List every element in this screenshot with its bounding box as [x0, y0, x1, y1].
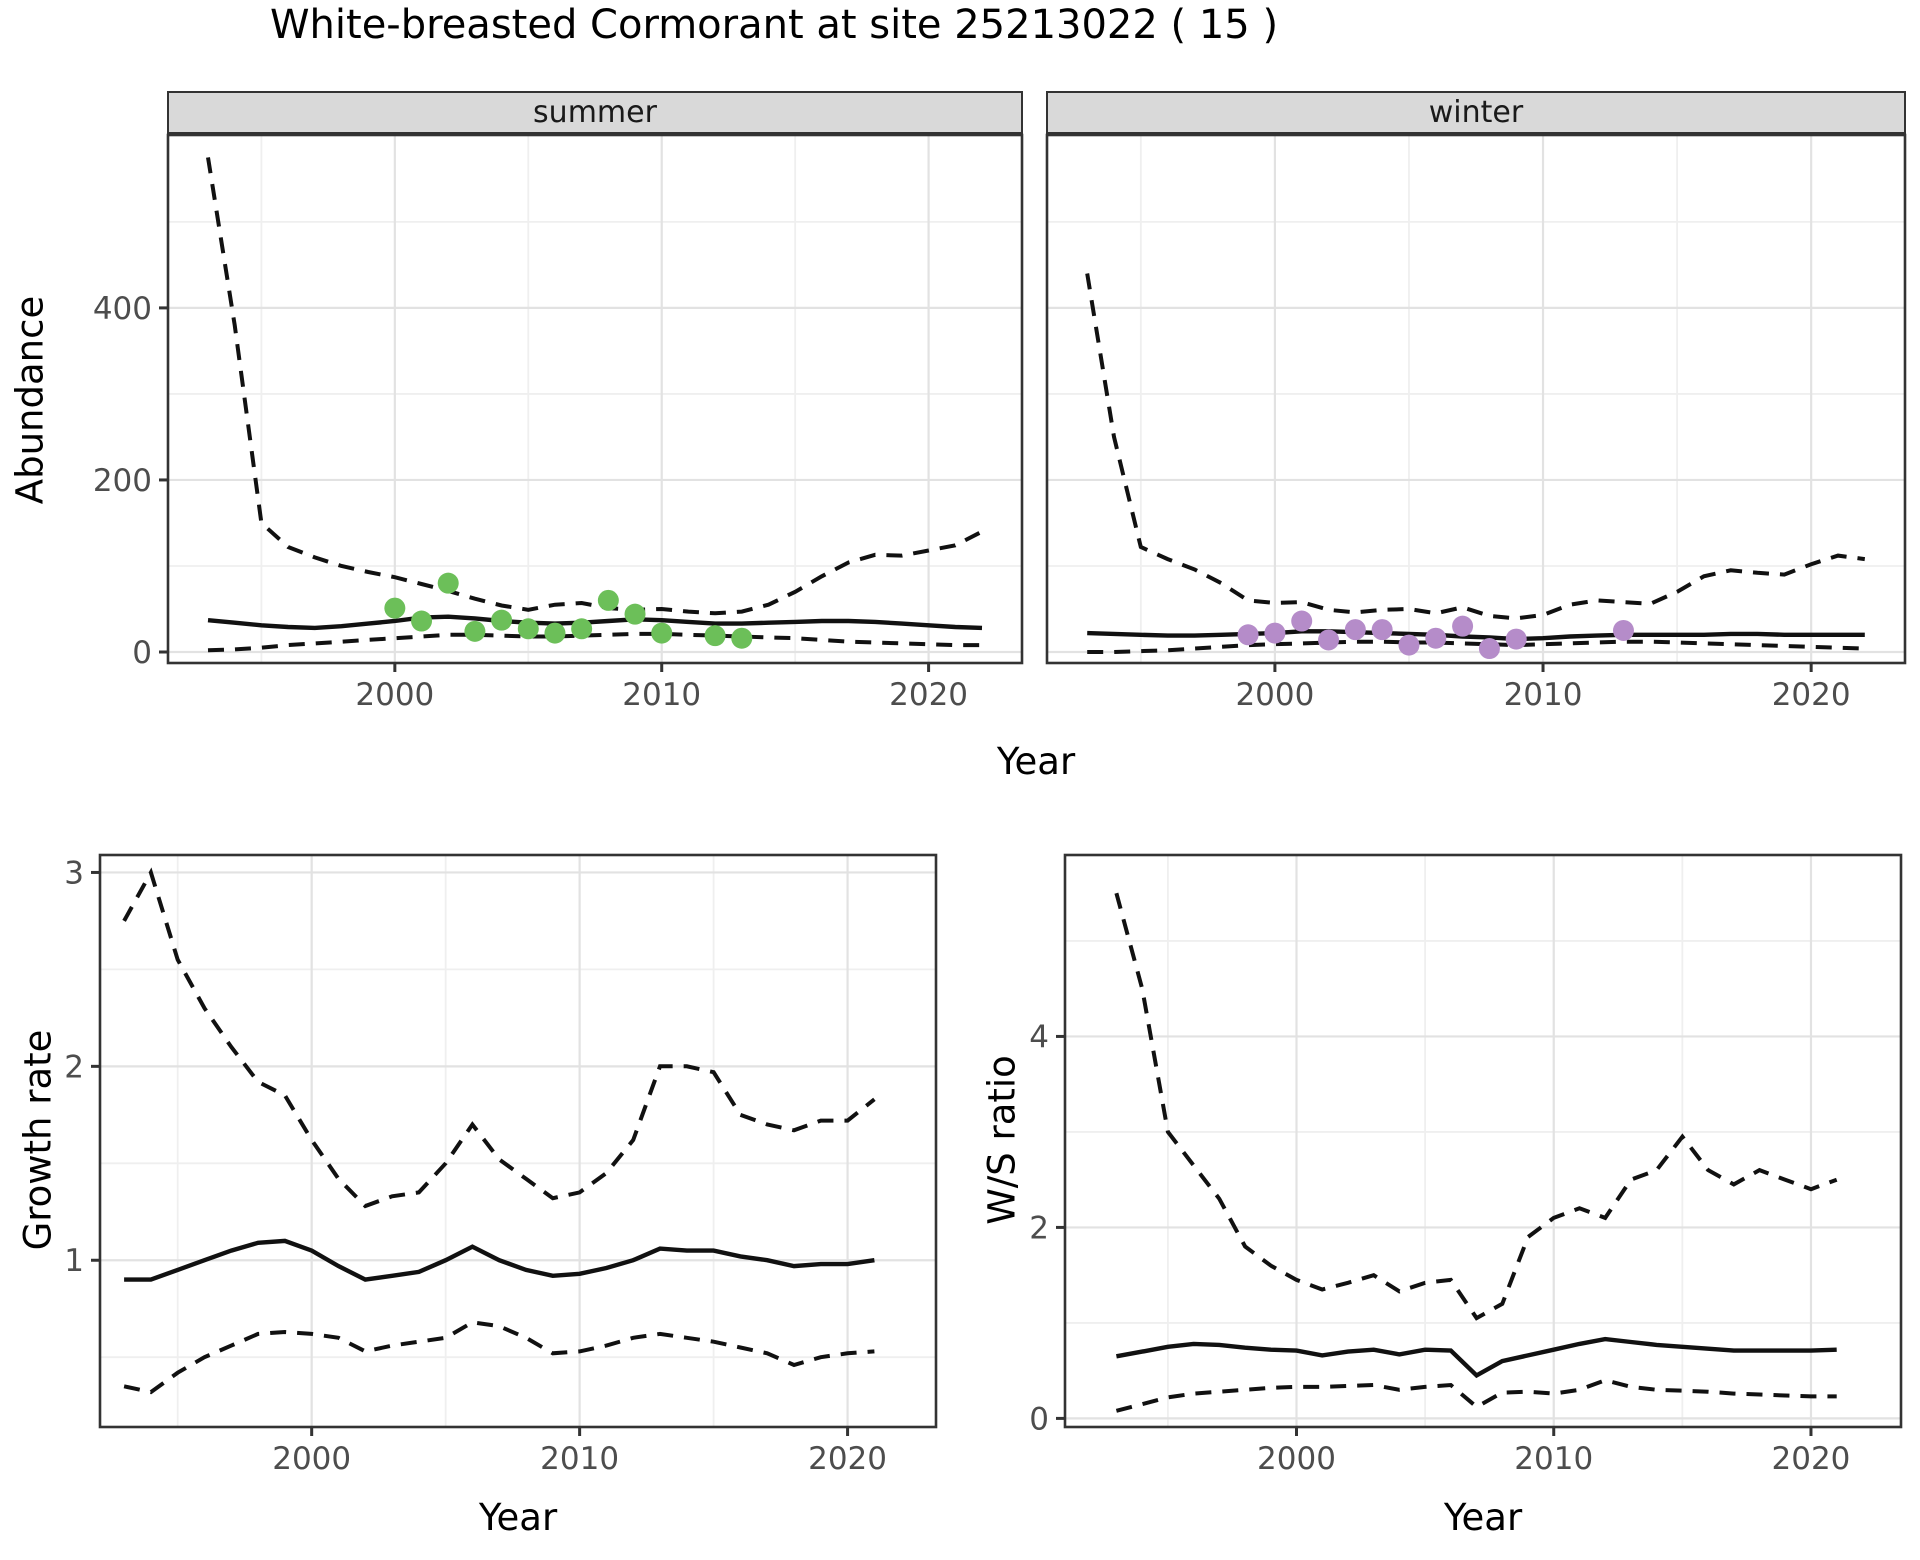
facet-strip-summer-label: summer	[533, 95, 657, 130]
x-tick-label: 2000	[355, 677, 434, 713]
observation-point	[624, 603, 646, 625]
mean-line	[124, 1238, 875, 1282]
ws-ratio-panel: 2000 2010 2020 0 2 4	[1029, 853, 1903, 1477]
observation-point	[651, 622, 673, 644]
observation-point	[1318, 629, 1340, 651]
ci-lower-line	[1115, 1378, 1837, 1413]
x-tick-label: 2020	[1772, 677, 1851, 713]
series-group	[206, 157, 983, 653]
observation-point	[1398, 634, 1420, 656]
panel-border	[98, 853, 938, 1429]
y-tick-label: 2	[1029, 1210, 1049, 1246]
ci-lower-line	[1087, 639, 1865, 654]
panel-border	[166, 133, 1024, 665]
observation-point	[1371, 619, 1393, 641]
series-group	[1114, 892, 1838, 1413]
mean-line	[1087, 629, 1865, 642]
y-tick-label: 0	[132, 635, 152, 671]
observation-point	[704, 625, 726, 647]
abundance-y-axis-title: Abundance	[8, 295, 52, 505]
y-tick-label: 4	[1029, 1019, 1049, 1055]
ci-lower-line	[123, 1320, 875, 1395]
x-tick-label: 2010	[540, 1441, 619, 1477]
abundance-summer-panel: 2000 2010 2020 0 200 400	[93, 133, 1024, 713]
y-tick-label: 3	[64, 855, 84, 891]
facet-strip-summer: summer	[167, 91, 1023, 134]
growth-rate-x-axis-title: Year	[478, 1496, 558, 1539]
x-axis-ticks: 2000 2010 2020	[1257, 1427, 1850, 1477]
x-axis-ticks: 2000 2010 2020	[1235, 663, 1851, 713]
observation-point	[517, 618, 539, 640]
y-axis-ticks: 0 2 4	[1029, 1019, 1065, 1437]
observation-points	[1237, 610, 1634, 660]
y-tick-label: 2	[64, 1049, 84, 1085]
x-tick-label: 2000	[272, 1441, 351, 1477]
ci-upper-line	[1114, 892, 1838, 1321]
y-tick-label: 0	[1029, 1401, 1049, 1437]
growth-rate-panel: 2000 2010 2020 1 2 3	[64, 853, 938, 1477]
observation-point	[544, 622, 566, 644]
observation-point	[1452, 615, 1474, 637]
x-tick-label: 2010	[622, 677, 701, 713]
y-tick-label: 400	[93, 291, 152, 327]
ci-upper-line	[122, 867, 876, 1209]
observation-point	[1425, 627, 1447, 649]
observation-point	[1612, 619, 1634, 641]
x-tick-label: 2020	[808, 1441, 887, 1477]
ws-ratio-x-axis-title: Year	[1443, 1496, 1523, 1539]
panel-border	[1063, 853, 1903, 1429]
x-tick-label: 2020	[1772, 1441, 1851, 1477]
observation-point	[1264, 622, 1286, 644]
ci-upper-line	[1085, 273, 1866, 621]
y-axis-ticks: 0 200 400	[93, 291, 168, 671]
facet-strip-winter: winter	[1046, 91, 1906, 134]
chart-title: White-breasted Cormorant at site 2521302…	[270, 2, 1279, 48]
panel-border	[1045, 133, 1907, 665]
abundance-x-axis-title: Year	[996, 740, 1076, 783]
observation-point	[464, 620, 486, 642]
observation-point	[491, 609, 513, 631]
facet-strip-winter-label: winter	[1428, 95, 1524, 130]
series-group	[122, 867, 876, 1395]
observation-point	[1344, 619, 1366, 641]
abundance-winter-panel: 2000 2010 2020	[1045, 133, 1907, 713]
observation-point	[1237, 624, 1259, 646]
observation-point	[437, 572, 459, 594]
observation-point	[1505, 628, 1527, 650]
x-tick-label: 2000	[1257, 1441, 1336, 1477]
observation-point	[571, 618, 593, 640]
gridlines	[1065, 855, 1901, 1427]
observation-point	[384, 597, 406, 619]
y-axis-ticks: 1 2 3	[64, 855, 100, 1279]
observation-points	[384, 572, 753, 649]
ci-upper-line	[206, 157, 983, 616]
mean-line	[1116, 1336, 1837, 1379]
observation-point	[1291, 610, 1313, 632]
gridlines	[168, 135, 1022, 663]
series-group	[1085, 273, 1866, 660]
x-axis-ticks: 2000 2010 2020	[355, 663, 968, 713]
x-tick-label: 2010	[1504, 677, 1583, 713]
observation-point	[1478, 638, 1500, 660]
x-tick-label: 2010	[1514, 1441, 1593, 1477]
x-tick-label: 2020	[889, 677, 968, 713]
observation-point	[597, 589, 619, 611]
gridlines	[1047, 135, 1905, 663]
y-tick-label: 200	[93, 463, 152, 499]
observation-point	[731, 627, 753, 649]
gridlines	[100, 855, 936, 1427]
ci-lower-line	[207, 631, 982, 653]
x-tick-label: 2000	[1235, 677, 1314, 713]
mean-line	[207, 614, 983, 631]
observation-point	[411, 610, 433, 632]
y-tick-label: 1	[64, 1243, 84, 1279]
x-axis-ticks: 2000 2010 2020	[272, 1427, 887, 1477]
